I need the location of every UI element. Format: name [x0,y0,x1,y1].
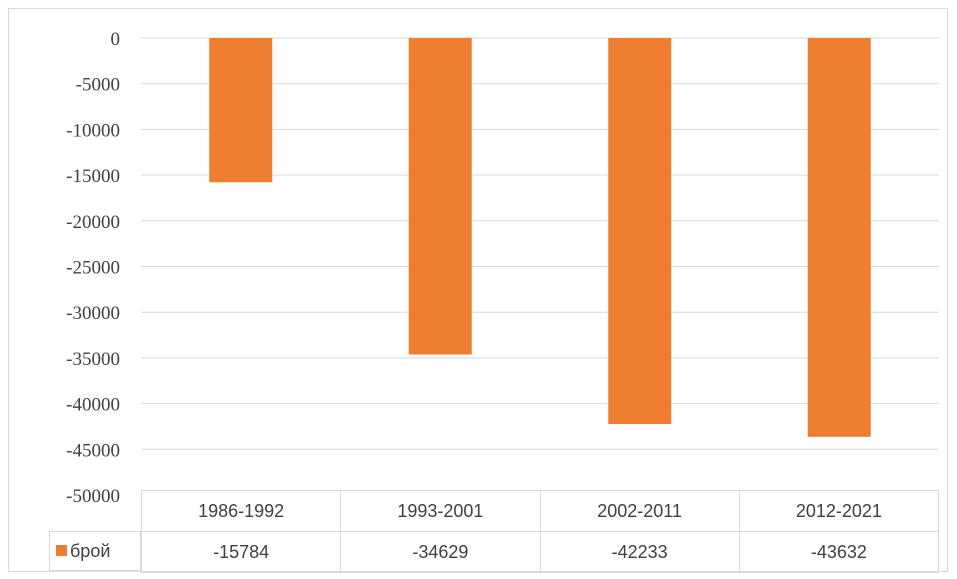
value-row: -15784 -34629 -42233 -43632 [140,531,940,573]
data-table: 1986-1992 1993-2001 2002-2011 2012-2021 … [140,490,940,573]
bar [807,38,871,437]
chart-frame [8,8,948,572]
bar [209,38,273,183]
category-row: 1986-1992 1993-2001 2002-2011 2012-2021 [140,490,940,532]
y-tick-label: -50000 [66,486,120,507]
y-tick-label: -15000 [66,166,120,187]
category-cell: 2002-2011 [539,490,740,532]
category-cell: 1986-1992 [140,490,342,532]
category-cell: 2012-2021 [738,490,940,532]
bars [209,38,871,437]
y-axis-ticks: 0 -5000 -10000 -15000 -20000 -25000 -30000 -350… [66,29,120,507]
y-tick-label: 0 [111,29,121,50]
value-cell: -15784 [140,531,342,573]
grid [141,37,939,450]
value-cell: -34629 [340,531,541,573]
y-tick-label: -30000 [66,303,120,324]
y-tick-label: -35000 [66,349,120,370]
bar [408,38,472,355]
y-tick-label: -5000 [76,75,120,96]
value-cell: -42233 [539,531,740,573]
y-tick-label: -10000 [66,120,120,141]
legend-label: брой [70,540,111,561]
bar [608,38,672,425]
value-cell: -43632 [738,531,940,573]
legend-swatch-icon [56,544,67,556]
y-tick-label: -20000 [66,212,120,233]
y-tick-label: -25000 [66,258,120,279]
y-tick-label: -45000 [66,440,120,461]
y-tick-label: -40000 [66,395,120,416]
category-cell: 1993-2001 [340,490,541,532]
legend-key: брой [49,531,141,571]
